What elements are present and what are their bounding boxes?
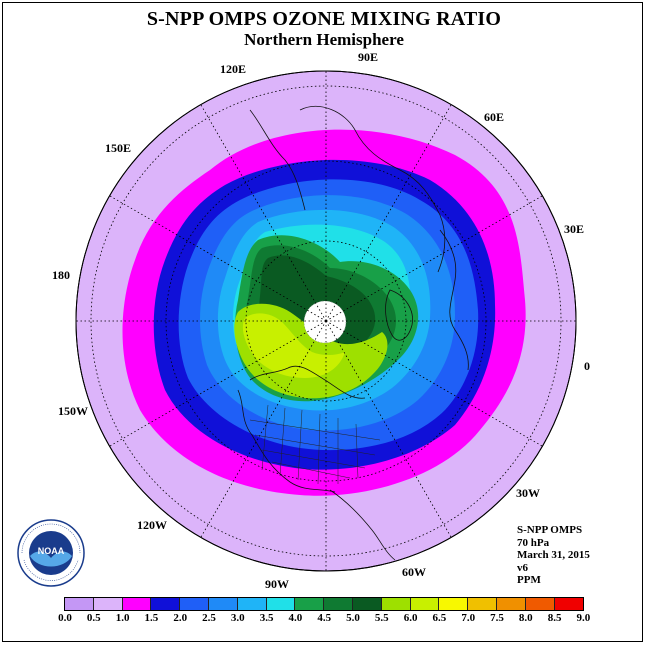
colorbar-ticks: 0.0 0.5 1.0 1.5 2.0 2.5 3.0 3.5 4.0 4.5 5.0 5.5 6.0 6… [56, 612, 596, 626]
info-date: March 31, 2015 [517, 549, 590, 561]
colorbar-swatch [410, 598, 440, 610]
lon-label-120W: 120W [137, 518, 167, 532]
colorbar-tick-label: 2.0 [173, 612, 188, 624]
colorbar-tick-label: 5.5 [374, 612, 389, 624]
contour-6.0 [242, 313, 345, 378]
colorbar-swatch [468, 598, 497, 610]
colorbar-swatch [65, 598, 94, 610]
state-grid-line [249, 419, 381, 479]
info-instrument: S-NPP OMPS [517, 524, 583, 536]
colorbar-swatch [324, 598, 353, 610]
colorbar-tick-label: 3.0 [230, 612, 245, 624]
colorbar-swatch [237, 598, 267, 610]
latitude-circle [90, 85, 562, 557]
figure-frame [2, 2, 643, 642]
colorbar-swatch [180, 598, 209, 610]
lon-label-0: 0 [584, 359, 590, 373]
colorbar-swatch [439, 598, 469, 610]
noaa-logo-text: NOAA [38, 546, 65, 556]
coastline-europe [439, 229, 469, 371]
colorbar-tick-label: 3.5 [259, 612, 274, 624]
colorbar-tick-label: 8.5 [547, 612, 562, 624]
colorbar-swatch [496, 598, 526, 610]
colorbar-swatch [151, 598, 181, 610]
coastline-north-america [237, 365, 366, 493]
colorbar-tick-label: 7.5 [490, 612, 504, 624]
info-version: v6 [517, 561, 528, 574]
lon-label-60W: 60W [402, 565, 426, 579]
noaa-logo-bird [30, 551, 72, 567]
colorbar-tick-label: 1.0 [115, 612, 130, 624]
colorbar-swatch [352, 598, 382, 610]
colorbar-tick-label: 0.5 [86, 612, 101, 624]
lon-label-30W: 30W [516, 486, 540, 500]
colorbar-swatch [554, 598, 584, 610]
meridian-30E [325, 195, 543, 322]
colorbar-swatch [381, 598, 411, 610]
colorbar-tick-label: 5.0 [346, 612, 360, 624]
colorbar-tick-label: 7.0 [461, 612, 476, 624]
lon-label-150E: 150E [105, 141, 132, 155]
lon-label-180: 180 [52, 268, 70, 282]
latitude-circle [245, 240, 407, 402]
colorbar-swatch [93, 598, 123, 610]
lon-label-90W: 90W [265, 577, 289, 591]
noaa-logo: NOAA [17, 519, 85, 587]
colorbar-tick-label: 4.5 [317, 612, 332, 624]
colorbar-tick-label: 9.0 [576, 612, 591, 624]
meridian-120E [200, 104, 327, 322]
colorbar-tick-label: 6.0 [403, 612, 418, 624]
colorbar-tick-label: 8.0 [518, 612, 533, 624]
info-block: S-NPP OMPS 70 hPa March 31, 2015 v6 PPM [517, 524, 590, 587]
colorbar-swatch [208, 598, 238, 610]
meridian-150E [109, 195, 327, 322]
colorbar-tick-label: 0.0 [58, 612, 72, 624]
lon-label-150W: 150W [58, 404, 88, 418]
state-grid-line [261, 404, 359, 485]
colorbar-tick-label: 4.0 [288, 612, 303, 624]
colorbar-swatch [525, 598, 555, 610]
map-border [75, 70, 577, 572]
meridian-150W [109, 320, 327, 447]
meridian-30W [325, 320, 543, 447]
coastline-central-america [329, 489, 396, 561]
map-subtitle: Northern Hemisphere [244, 30, 404, 49]
lon-label-60E: 60E [484, 110, 505, 124]
info-units: PPM [517, 574, 541, 586]
meridian-120W [200, 320, 327, 538]
colorbar-tick-label: 6.5 [432, 612, 447, 624]
us-state-borders [249, 404, 381, 485]
latitude-circle [165, 160, 487, 482]
lon-label-90E: 90E [358, 50, 379, 64]
colorbar [64, 597, 585, 611]
meridian-60W [325, 320, 452, 538]
lon-label-120E: 120E [220, 62, 247, 76]
colorbar-tick-label: 1.5 [144, 612, 159, 624]
coastline-greenland [385, 289, 413, 341]
lon-label-30E: 30E [564, 222, 585, 236]
colorbar-swatch [266, 598, 296, 610]
map-title: S-NPP OMPS OZONE MIXING RATIO [146, 8, 502, 30]
coastlines [237, 106, 469, 561]
colorbar-swatch [295, 598, 325, 610]
noaa-logo-ring-text-arc [23, 559, 79, 581]
info-level: 70 hPa [517, 536, 550, 549]
graticule [76, 71, 576, 571]
meridian-60E [325, 104, 452, 322]
colorbar-swatch [122, 598, 152, 610]
colorbar-tick-label: 2.5 [202, 612, 216, 624]
coastline-eurasia [249, 106, 446, 273]
